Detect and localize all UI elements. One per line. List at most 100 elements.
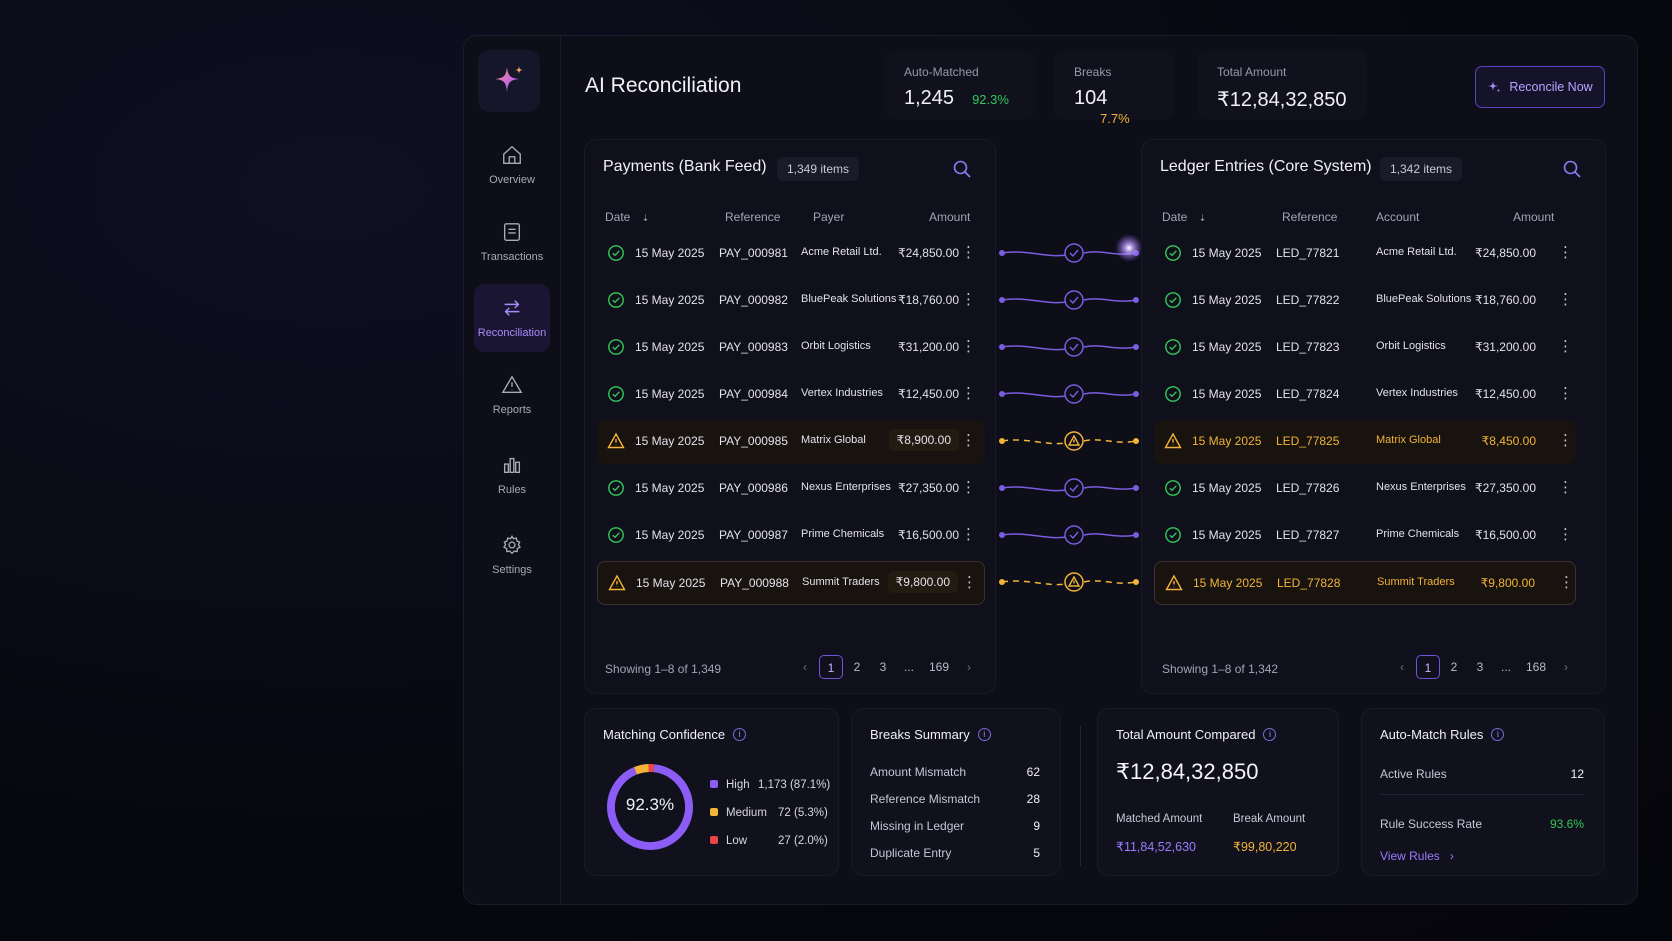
row-more-icon[interactable]: ⋮ <box>961 479 976 496</box>
connector-line <box>1001 486 1137 492</box>
app-logo[interactable] <box>478 50 540 112</box>
table-row[interactable]: 15 May 2025 PAY_000988 Summit Traders ₹9,80… <box>597 561 985 605</box>
nav-transactions[interactable]: Transactions <box>474 208 550 276</box>
ledger-search-icon[interactable] <box>1562 159 1582 179</box>
matched-amount-value: ₹11,84,52,630 <box>1116 840 1197 854</box>
info-icon[interactable]: i <box>977 728 991 741</box>
warning-icon <box>1067 434 1081 446</box>
row-more-icon[interactable]: ⋮ <box>961 432 976 449</box>
check-circle-icon <box>608 339 624 355</box>
page-button[interactable]: 1 <box>1416 655 1440 679</box>
payments-col-reference: Reference <box>725 210 781 224</box>
row-reference: PAY_000981 <box>719 246 788 260</box>
row-more-icon[interactable]: ⋮ <box>1558 338 1573 355</box>
nav-rules[interactable]: Rules <box>474 441 550 509</box>
breaks-item-label: Missing in Ledger <box>870 819 965 833</box>
row-more-icon[interactable]: ⋮ <box>1558 244 1573 261</box>
table-row[interactable]: 15 May 2025 PAY_000984 Vertex Industries ₹1… <box>597 373 985 417</box>
active-rules-label: Active Rules <box>1380 767 1447 781</box>
row-more-icon[interactable]: ⋮ <box>1558 385 1573 402</box>
legend-medium-value: 72 (5.3%) <box>778 807 828 819</box>
row-more-icon[interactable]: ⋮ <box>961 338 976 355</box>
payments-search-icon[interactable] <box>952 159 972 179</box>
view-rules-link[interactable]: View Rules › <box>1380 849 1454 863</box>
row-more-icon[interactable]: ⋮ <box>961 385 976 402</box>
row-more-icon[interactable]: ⋮ <box>1558 479 1573 496</box>
info-icon[interactable]: i <box>1491 728 1505 741</box>
table-row[interactable]: 15 May 2025 LED_77826 Nexus Enterprises ₹27… <box>1154 467 1576 511</box>
page-button[interactable]: 2 <box>853 660 861 674</box>
nav-overview[interactable]: Overview <box>474 131 550 199</box>
breaks-summary-title: Breaks Summary i <box>870 727 991 742</box>
table-row[interactable]: 15 May 2025 PAY_000983 Orbit Logistics ₹31,… <box>597 326 985 370</box>
nav-transactions-label: Transactions <box>480 251 544 263</box>
next-page-button[interactable]: › <box>967 660 971 674</box>
table-row[interactable]: 15 May 2025 PAY_000981 Acme Retail Ltd. ₹24… <box>597 232 985 276</box>
page-button[interactable]: 3 <box>879 660 887 674</box>
sidebar: Overview Transactions Reconciliation Rep… <box>464 36 561 904</box>
row-amount: ₹9,800.00 <box>887 571 958 593</box>
matching-confidence-title-text: Matching Confidence <box>603 727 726 742</box>
table-row[interactable]: 15 May 2025 LED_77825 Matrix Global ₹8,450.… <box>1154 420 1576 464</box>
page-button[interactable]: 2 <box>1450 660 1458 674</box>
ledger-col-date[interactable]: Date ⇣ <box>1162 210 1206 224</box>
reconcile-now-button[interactable]: Reconcile Now <box>1475 66 1605 108</box>
payments-col-payer: Payer <box>813 210 845 224</box>
nav-reconciliation[interactable]: Reconciliation <box>474 284 550 352</box>
row-reference: LED_77825 <box>1276 434 1340 448</box>
total-compared-title-text: Total Amount Compared <box>1116 727 1256 742</box>
match-node-icon <box>1064 243 1084 263</box>
row-party: Summit Traders <box>1377 576 1455 588</box>
row-more-icon[interactable]: ⋮ <box>1558 291 1573 308</box>
table-row[interactable]: 15 May 2025 LED_77822 BluePeak Solutions ₹1… <box>1154 279 1576 323</box>
ledger-col-amount: Amount <box>1513 210 1555 224</box>
home-icon <box>503 145 521 164</box>
page-button[interactable]: 168 <box>1525 660 1547 674</box>
check-circle-icon <box>1165 245 1181 261</box>
table-row[interactable]: 15 May 2025 PAY_000985 Matrix Global ₹8,900… <box>597 420 985 464</box>
row-date: 15 May 2025 <box>1192 387 1262 401</box>
check-circle-icon <box>1165 292 1181 308</box>
row-more-icon[interactable]: ⋮ <box>1558 526 1573 543</box>
table-row[interactable]: 15 May 2025 PAY_000986 Nexus Enterprises ₹2… <box>597 467 985 511</box>
check-circle-icon <box>1165 386 1181 402</box>
nav-reports[interactable]: Reports <box>474 361 550 429</box>
row-more-icon[interactable]: ⋮ <box>1558 432 1573 449</box>
check-icon <box>1069 390 1079 399</box>
row-reference: LED_77826 <box>1276 481 1340 495</box>
connector-dot <box>1133 438 1139 444</box>
info-icon[interactable]: i <box>733 728 747 741</box>
row-more-icon[interactable]: ⋮ <box>961 526 976 543</box>
row-party: Matrix Global <box>1376 434 1441 446</box>
row-reference: PAY_000985 <box>719 434 788 448</box>
row-amount: ₹24,850.00 <box>1474 246 1536 260</box>
connector-dot <box>1133 344 1139 350</box>
table-row[interactable]: 15 May 2025 LED_77824 Vertex Industries ₹12… <box>1154 373 1576 417</box>
row-more-icon[interactable]: ⋮ <box>961 291 976 308</box>
legend-high-label: High <box>726 779 750 791</box>
table-row[interactable]: 15 May 2025 PAY_000982 BluePeak Solutions ₹… <box>597 279 985 323</box>
prev-page-button[interactable]: ‹ <box>1400 660 1404 674</box>
breaks-summary-title-text: Breaks Summary <box>870 727 970 742</box>
prev-page-button[interactable]: ‹ <box>803 660 807 674</box>
next-page-button[interactable]: › <box>1564 660 1568 674</box>
ledger-count-badge: 1,342 items <box>1380 157 1463 181</box>
table-row[interactable]: 15 May 2025 LED_77827 Prime Chemicals ₹16,5… <box>1154 514 1576 558</box>
connector-dot <box>999 344 1005 350</box>
nav-settings[interactable]: Settings <box>474 521 550 589</box>
table-row[interactable]: 15 May 2025 LED_77828 Summit Traders ₹9,800… <box>1154 561 1576 605</box>
confidence-legend: High 1,173 (87.1%) Medium 72 (5.3%) Low 27 … <box>710 771 830 855</box>
table-row[interactable]: 15 May 2025 LED_77823 Orbit Logistics ₹31,2… <box>1154 326 1576 370</box>
row-more-icon[interactable]: ⋮ <box>1559 574 1574 591</box>
payments-col-date[interactable]: Date ⇣ <box>605 210 649 224</box>
row-more-icon[interactable]: ⋮ <box>962 574 977 591</box>
page-button[interactable]: 169 <box>928 660 950 674</box>
connector-dot <box>999 391 1005 397</box>
table-row[interactable]: 15 May 2025 LED_77821 Acme Retail Ltd. ₹24,… <box>1154 232 1576 276</box>
info-icon[interactable]: i <box>1263 728 1277 741</box>
page-button[interactable]: 3 <box>1476 660 1484 674</box>
table-row[interactable]: 15 May 2025 PAY_000987 Prime Chemicals ₹16,… <box>597 514 985 558</box>
page-button[interactable]: 1 <box>819 655 843 679</box>
stat-total-amount-value: ₹12,84,32,850 <box>1217 89 1347 111</box>
row-more-icon[interactable]: ⋮ <box>961 244 976 261</box>
